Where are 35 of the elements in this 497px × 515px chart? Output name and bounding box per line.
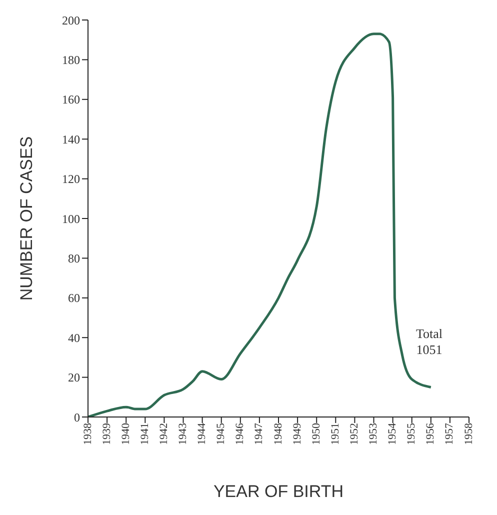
x-tick-label: 1945 <box>215 422 228 445</box>
x-tick-label: 1948 <box>272 422 284 445</box>
y-tick-label: 40 <box>68 330 80 345</box>
y-tick-label: 20 <box>68 370 80 385</box>
x-tick-label: 1953 <box>368 422 380 445</box>
x-tick-label: 1947 <box>253 422 266 445</box>
x-tick-label: 1939 <box>100 422 113 445</box>
x-tick-label: 1951 <box>329 423 342 445</box>
x-tick-label: 1958 <box>462 422 475 445</box>
x-tick-label: 1942 <box>158 423 170 445</box>
x-tick-label: 1944 <box>196 422 208 445</box>
y-tick-label: 180 <box>62 52 80 67</box>
x-tick-label: 1940 <box>120 422 132 445</box>
x-tick-label: 1955 <box>406 422 418 445</box>
y-axis-title: NUMBER OF CASES <box>17 136 36 301</box>
x-tick-label: 1952 <box>348 423 361 445</box>
x-tick-label: 1957 <box>444 422 456 445</box>
y-tick-label: 80 <box>68 251 80 266</box>
x-tick-label: 1950 <box>310 422 322 445</box>
y-tick-label: 160 <box>62 92 80 107</box>
x-tick-label: 1941 <box>138 423 151 445</box>
y-tick-label: 120 <box>62 172 80 186</box>
annotation: Total 1051 <box>416 326 443 358</box>
y-tick-label: 100 <box>62 212 80 226</box>
x-tick-label: 1946 <box>234 422 246 445</box>
y-tick-label: 60 <box>68 291 80 306</box>
x-tick-label: 1943 <box>177 422 190 445</box>
x-tick-label: 1949 <box>291 422 304 445</box>
x-axis-title: YEAR OF BIRTH <box>213 482 344 501</box>
x-tick-label: 1954 <box>386 422 399 445</box>
x-tick-label: 1956 <box>424 422 437 445</box>
y-tick-label: 200 <box>62 13 80 28</box>
y-tick-label: 0 <box>74 410 80 424</box>
x-tick-label: 1938 <box>82 422 94 445</box>
y-tick-label: 140 <box>62 132 80 146</box>
